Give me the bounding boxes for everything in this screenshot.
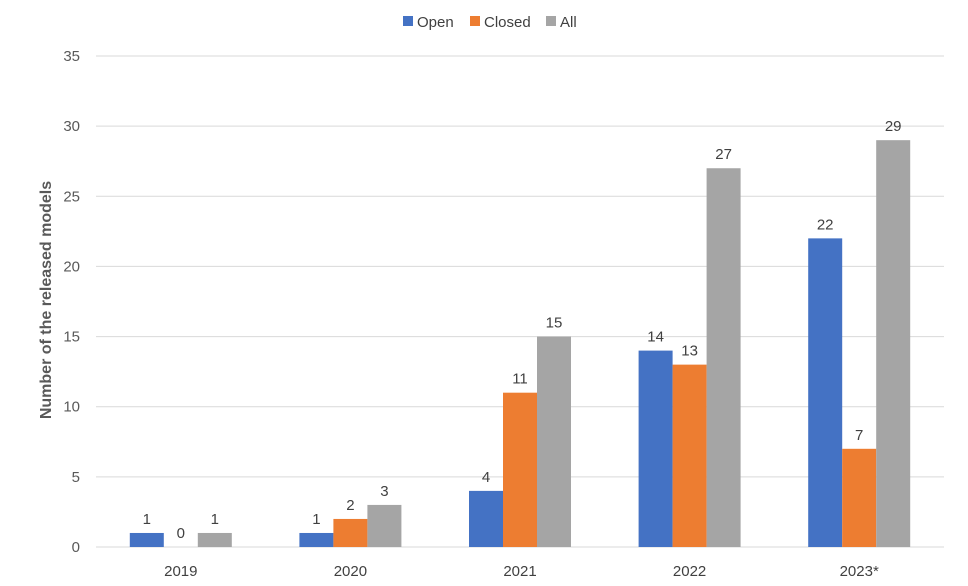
x-tick-label: 2019 xyxy=(164,563,197,580)
data-label-open-2021: 4 xyxy=(482,469,490,486)
bar-open-2019 xyxy=(129,532,164,547)
bar-all-2020 xyxy=(367,504,402,547)
bar-closed-2022 xyxy=(672,364,707,547)
y-tick-label: 30 xyxy=(63,118,80,135)
legend-swatch-closed xyxy=(470,16,480,26)
bar-all-2022 xyxy=(706,168,741,547)
bar-closed-2020 xyxy=(333,518,368,547)
y-tick-label: 20 xyxy=(63,258,80,275)
y-tick-label: 10 xyxy=(63,399,80,416)
y-tick-label: 25 xyxy=(63,188,80,205)
data-label-all-2019: 1 xyxy=(211,511,219,528)
y-tick-label: 35 xyxy=(63,48,80,65)
y-axis-title: Number of the released models xyxy=(38,181,55,419)
data-label-closed-2021: 11 xyxy=(512,371,528,388)
data-label-all-2020: 3 xyxy=(380,483,388,500)
legend-label-closed: Closed xyxy=(484,14,531,31)
x-tick-label: 2023* xyxy=(840,563,879,580)
data-label-closed-2020: 2 xyxy=(346,497,354,514)
x-tick-label: 2020 xyxy=(334,563,367,580)
legend-swatch-open xyxy=(403,16,413,26)
legend-label-open: Open xyxy=(417,14,454,31)
data-label-open-2023: 22 xyxy=(817,216,834,233)
bar-closed-2023 xyxy=(842,448,877,547)
data-label-all-2021: 15 xyxy=(546,315,563,332)
bar-open-2022 xyxy=(638,350,673,547)
bar-open-2023 xyxy=(808,238,843,547)
y-axis-ticks: 0 5 10 15 20 25 30 35 xyxy=(63,48,80,556)
x-tick-label: 2021 xyxy=(503,563,536,580)
x-tick-label: 2022 xyxy=(673,563,706,580)
data-label-open-2020: 1 xyxy=(312,511,320,528)
data-label-all-2023: 29 xyxy=(885,118,902,135)
data-label-closed-2022: 13 xyxy=(681,343,698,360)
y-tick-label: 5 xyxy=(72,469,80,486)
bar-all-2019 xyxy=(197,532,232,547)
data-label-all-2022: 27 xyxy=(715,146,732,163)
legend: Open Closed All xyxy=(403,14,577,31)
x-axis-ticks: 2019 2020 2021 2022 2023* xyxy=(164,563,879,580)
data-label-closed-2023: 7 xyxy=(855,427,863,444)
data-label-closed-2019: 0 xyxy=(177,525,185,542)
legend-swatch-all xyxy=(546,16,556,26)
bar-open-2020 xyxy=(299,532,334,547)
y-tick-label: 0 xyxy=(72,539,80,556)
data-label-open-2022: 14 xyxy=(647,329,664,346)
bars xyxy=(129,140,911,547)
data-label-open-2019: 1 xyxy=(143,511,151,528)
legend-label-all: All xyxy=(560,14,577,31)
bar-all-2023 xyxy=(876,140,911,547)
y-tick-label: 15 xyxy=(63,329,80,346)
bar-all-2021 xyxy=(537,336,571,547)
bar-closed-2021 xyxy=(503,392,537,547)
bar-open-2021 xyxy=(469,490,503,547)
